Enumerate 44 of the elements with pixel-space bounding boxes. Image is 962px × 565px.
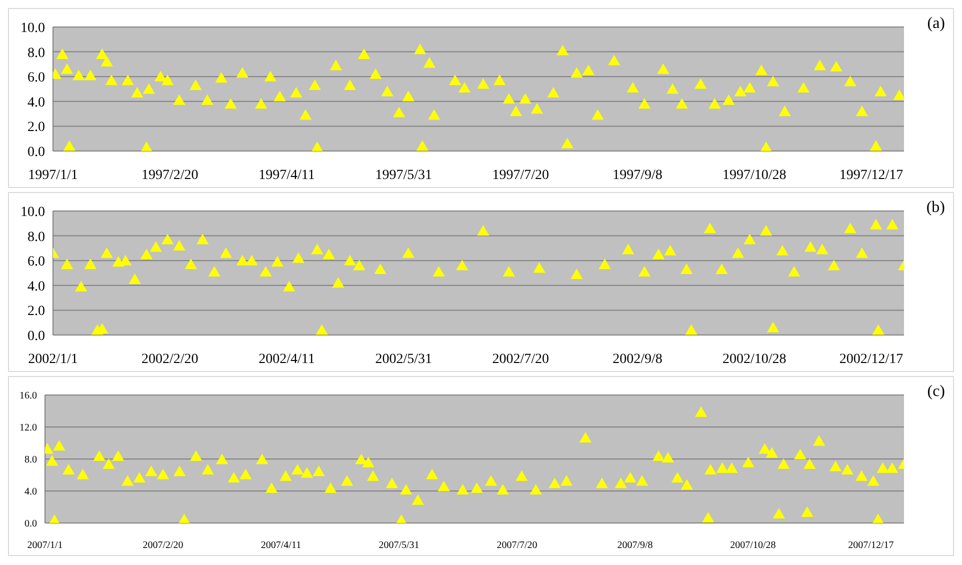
y-tick-label: 6.0 — [28, 254, 45, 270]
y-tick-label: 0.0 — [28, 144, 45, 160]
y-tick-label: 8.0 — [28, 46, 45, 61]
y-tick-label: 2.0 — [28, 304, 45, 320]
y-tick-label: 4.0 — [24, 486, 37, 498]
text: (a) — [927, 15, 945, 33]
y-tick-label: 0.0 — [28, 328, 45, 344]
x-tick-label: 1997/4/11 — [258, 168, 315, 183]
x-tick-label: 2007/4/11 — [260, 540, 302, 552]
x-tick-label: 1997/12/17 — [839, 168, 904, 183]
y-tick-label: 8.0 — [28, 230, 45, 245]
text: (b) — [926, 199, 945, 217]
y-tick-label: 10.0 — [20, 204, 45, 220]
x-tick-label: 2002/5/31 — [375, 352, 432, 367]
y-tick-label: 4.0 — [28, 279, 45, 294]
y-tick-label: 12.0 — [20, 422, 37, 434]
x-tick-label: 1997/2/20 — [142, 168, 198, 183]
x-tick-label: 2002/7/20 — [492, 352, 549, 367]
x-tick-label: 2007/2/20 — [142, 540, 184, 552]
y-tick-label: 0.0 — [24, 518, 37, 530]
x-tick-label: 1997/7/20 — [492, 168, 549, 183]
x-tick-label: 2007/7/20 — [496, 540, 538, 552]
y-tick-label: 6.0 — [28, 70, 45, 86]
text: (c) — [927, 383, 945, 401]
x-tick-label: 1997/10/28 — [722, 168, 786, 183]
x-tick-label: 2002/9/8 — [612, 352, 662, 367]
y-tick-label: 2.0 — [28, 120, 45, 136]
x-tick-label: 1997/1/1 — [28, 168, 78, 183]
x-tick-label: 2002/12/17 — [839, 352, 904, 367]
x-tick-label: 1997/5/31 — [375, 168, 432, 183]
x-tick-label: 2002/2/20 — [142, 352, 198, 367]
y-tick-label: 4.0 — [28, 95, 45, 110]
x-tick-label: 1997/9/8 — [612, 168, 662, 183]
x-tick-label: 2002/1/1 — [28, 352, 78, 367]
x-tick-label: 2007/1/1 — [27, 540, 63, 552]
x-tick-label: 2007/5/31 — [378, 540, 420, 552]
x-tick-label: 2007/9/8 — [617, 540, 653, 552]
y-tick-label: 10.0 — [20, 20, 45, 36]
x-tick-label: 2007/10/28 — [730, 540, 776, 552]
y-tick-label: 16.0 — [20, 390, 37, 402]
y-tick-label: 8.0 — [24, 454, 37, 466]
x-tick-label: 2002/4/11 — [258, 352, 315, 367]
x-tick-label: 2002/10/28 — [722, 352, 786, 367]
x-tick-label: 2007/12/17 — [848, 540, 894, 552]
